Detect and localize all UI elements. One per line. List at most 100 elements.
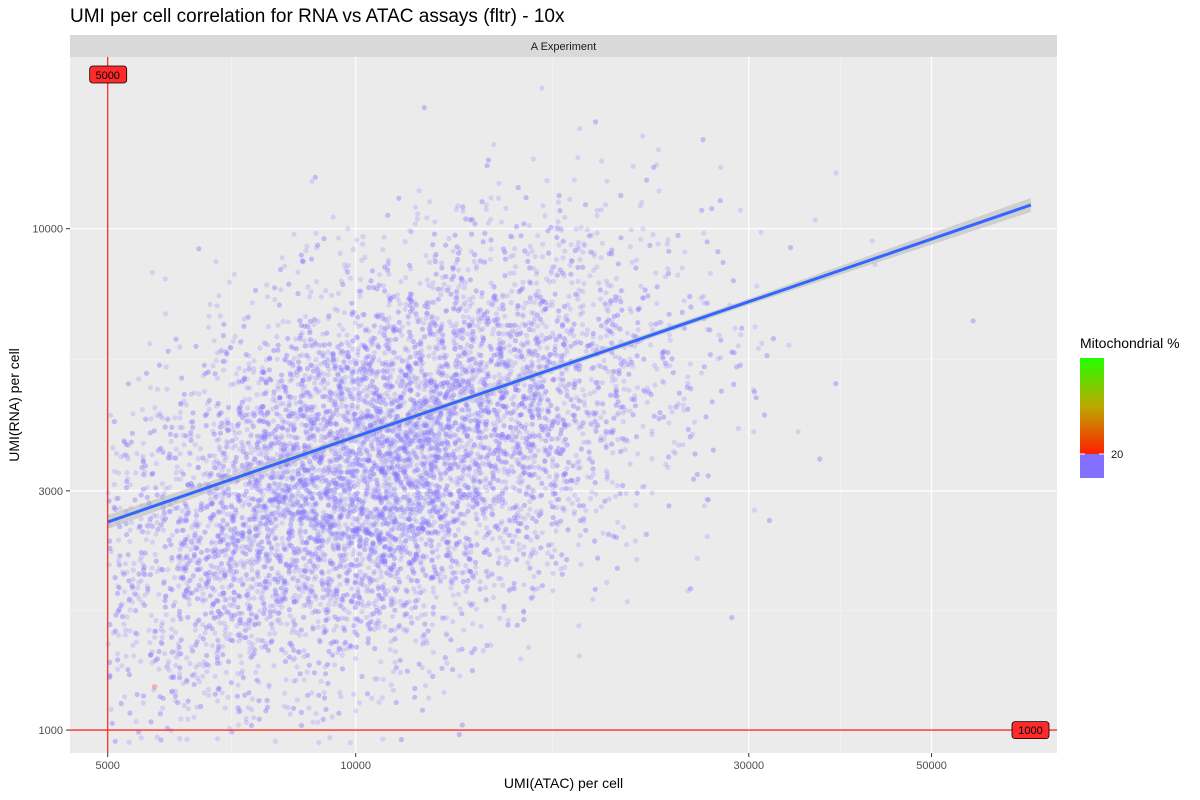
data-point — [276, 436, 282, 442]
data-point — [246, 620, 252, 626]
data-point — [388, 451, 394, 457]
data-point — [348, 493, 354, 499]
data-point — [580, 309, 586, 315]
data-point — [172, 698, 178, 704]
data-point — [406, 451, 412, 457]
data-point — [244, 418, 250, 424]
data-point — [271, 525, 278, 531]
data-point — [411, 431, 417, 437]
data-point — [525, 560, 531, 566]
data-point — [573, 452, 579, 459]
data-point — [409, 509, 415, 515]
data-point — [311, 670, 318, 676]
data-point — [575, 296, 581, 302]
data-point — [183, 512, 189, 518]
data-point — [305, 284, 311, 290]
data-point — [352, 320, 359, 326]
data-point — [265, 532, 271, 538]
data-point — [581, 241, 587, 247]
data-point — [512, 533, 518, 539]
data-point — [599, 380, 606, 386]
data-point — [323, 288, 329, 294]
data-point — [483, 569, 489, 575]
data-point — [477, 379, 483, 385]
data-point — [582, 392, 588, 399]
data-point — [263, 641, 269, 647]
data-point — [316, 740, 322, 746]
data-point — [443, 615, 449, 621]
data-point — [192, 442, 198, 448]
data-point — [257, 517, 264, 524]
data-point — [358, 322, 365, 328]
data-point — [431, 350, 437, 357]
data-point — [522, 440, 529, 446]
data-point — [395, 297, 401, 303]
data-point — [578, 561, 584, 568]
data-point — [269, 499, 275, 505]
data-point — [502, 544, 508, 551]
data-point — [254, 570, 260, 576]
data-point — [649, 456, 655, 462]
data-point — [415, 383, 421, 389]
data-point — [336, 515, 342, 521]
data-point — [289, 477, 295, 483]
data-point — [230, 338, 236, 344]
data-point — [604, 476, 610, 482]
data-point — [251, 507, 257, 513]
data-point — [352, 593, 358, 599]
data-point — [441, 281, 447, 287]
data-point — [279, 435, 285, 441]
data-point — [353, 708, 359, 714]
data-point — [335, 433, 341, 439]
data-point — [552, 350, 559, 357]
data-point — [265, 323, 272, 330]
data-point — [403, 381, 409, 387]
data-point — [386, 302, 392, 308]
data-point — [411, 299, 417, 305]
data-point — [508, 358, 514, 364]
data-point — [440, 568, 446, 574]
data-point — [521, 356, 527, 362]
data-point — [214, 350, 220, 356]
data-point — [338, 278, 344, 284]
data-point — [211, 453, 217, 459]
data-point — [267, 631, 273, 637]
data-point — [170, 673, 177, 679]
data-point — [559, 486, 565, 492]
data-point — [452, 361, 458, 367]
data-point — [435, 530, 441, 537]
data-point — [485, 574, 491, 580]
data-point — [413, 544, 420, 550]
data-point — [512, 360, 519, 366]
data-point — [322, 385, 328, 391]
data-point — [412, 204, 418, 210]
data-point — [315, 618, 321, 625]
data-point — [429, 453, 435, 459]
data-point — [287, 613, 293, 619]
data-point — [429, 513, 435, 520]
data-point — [448, 519, 454, 526]
data-point — [337, 250, 343, 256]
data-point — [368, 439, 374, 445]
data-point — [398, 429, 404, 435]
data-point — [403, 494, 409, 501]
data-point — [185, 706, 191, 712]
data-point — [178, 716, 184, 722]
data-point — [550, 418, 557, 424]
data-point — [567, 196, 573, 202]
data-point — [275, 470, 281, 476]
data-point — [445, 411, 451, 417]
data-point — [306, 417, 312, 423]
data-point — [648, 321, 654, 327]
data-point — [354, 618, 360, 624]
data-point — [443, 352, 450, 358]
data-point — [286, 527, 292, 533]
data-point — [323, 587, 329, 593]
data-point — [381, 415, 387, 421]
data-point — [379, 495, 385, 501]
data-point — [286, 510, 292, 516]
data-point — [302, 313, 309, 319]
data-point — [361, 507, 368, 513]
data-point — [210, 600, 216, 607]
data-point — [545, 425, 552, 432]
